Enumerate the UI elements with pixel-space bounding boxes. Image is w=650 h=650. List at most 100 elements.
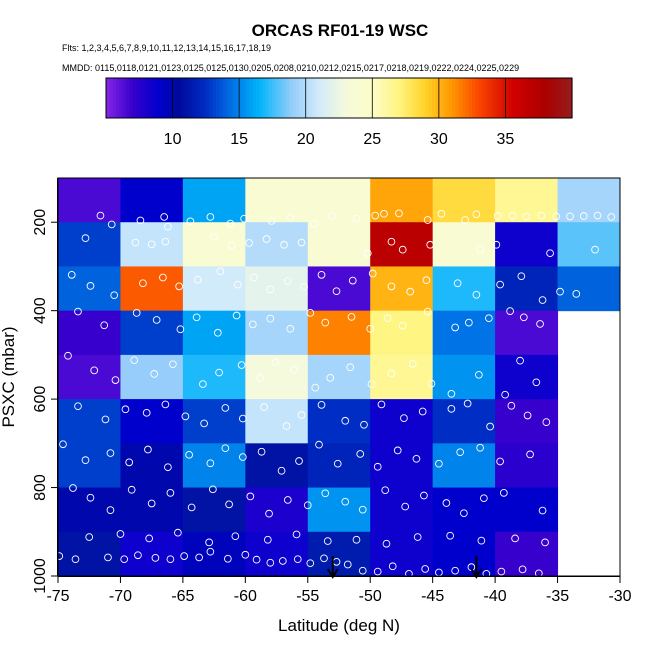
sample-point bbox=[447, 404, 456, 413]
sample-point bbox=[266, 558, 275, 567]
colorbar-segment bbox=[358, 78, 363, 118]
heatmap-cell bbox=[58, 178, 121, 223]
sample-point bbox=[86, 493, 95, 502]
sample-point bbox=[132, 309, 141, 317]
heatmap-cell bbox=[120, 178, 184, 223]
sample-point bbox=[266, 314, 275, 323]
colorbar-segment bbox=[475, 78, 480, 118]
sample-point bbox=[508, 211, 517, 220]
heatmap-cell bbox=[495, 354, 559, 400]
colorbar-segment bbox=[375, 78, 380, 118]
heatmap-cell bbox=[120, 222, 184, 267]
colorbar-segment bbox=[532, 78, 536, 118]
sample-point bbox=[145, 534, 154, 543]
heatmap-cell bbox=[182, 266, 246, 312]
colorbar-segment bbox=[482, 78, 487, 118]
colorbar-segment bbox=[462, 78, 467, 118]
sample-point bbox=[526, 450, 534, 459]
sample-point bbox=[500, 489, 508, 497]
sample-point bbox=[90, 366, 99, 375]
heatmap-cell bbox=[432, 354, 496, 400]
sample-point bbox=[482, 569, 491, 578]
colorbar-segment bbox=[368, 78, 373, 118]
heatmap-cell bbox=[120, 310, 184, 356]
sample-point bbox=[164, 222, 172, 231]
colorbar-segment bbox=[169, 78, 174, 118]
sample-point bbox=[381, 486, 390, 495]
sample-point bbox=[144, 445, 152, 454]
colorbar-segment bbox=[455, 78, 460, 118]
x-tick-label: -70 bbox=[109, 588, 132, 605]
heatmap-cell bbox=[245, 487, 309, 533]
sample-point bbox=[352, 214, 361, 223]
heatmap-cell bbox=[370, 531, 434, 577]
sample-point bbox=[238, 453, 247, 461]
sample-point bbox=[538, 506, 547, 515]
colorbar-segment bbox=[438, 78, 443, 118]
colorbar-segment bbox=[339, 78, 343, 118]
sample-point bbox=[456, 448, 464, 457]
sample-point bbox=[120, 555, 129, 564]
colorbar-segment bbox=[192, 78, 197, 118]
sample-point bbox=[297, 411, 306, 419]
sample-point bbox=[442, 499, 451, 507]
sample-point bbox=[147, 240, 156, 249]
colorbar-segment bbox=[319, 78, 323, 118]
colorbar-segment bbox=[552, 78, 556, 118]
heatmap-cell bbox=[370, 443, 434, 489]
sample-point bbox=[85, 533, 94, 541]
colorbar-segment bbox=[472, 78, 477, 118]
x-axis-label: Latitude (deg N) bbox=[278, 616, 400, 635]
sample-point bbox=[556, 287, 564, 296]
heatmap-cell bbox=[495, 399, 559, 444]
sample-point bbox=[486, 422, 494, 431]
heatmap-cell bbox=[307, 487, 371, 533]
sample-point bbox=[485, 314, 493, 323]
sample-point bbox=[221, 444, 230, 453]
sample-point bbox=[192, 313, 201, 322]
colorbar-segment bbox=[149, 78, 154, 118]
sample-point bbox=[86, 282, 95, 290]
sample-point bbox=[271, 358, 280, 367]
heatmap-cell bbox=[182, 531, 246, 577]
heatmap-cell bbox=[58, 310, 121, 356]
sample-point bbox=[69, 484, 77, 492]
heatmap-cell bbox=[370, 222, 434, 267]
sample-point bbox=[333, 459, 342, 468]
sample-point bbox=[348, 276, 357, 285]
colorbar-segment bbox=[415, 78, 420, 118]
sample-point bbox=[352, 535, 361, 544]
colorbar-tick-label: 15 bbox=[230, 131, 248, 148]
colorbar-segment bbox=[555, 78, 560, 118]
colorbar-segment bbox=[162, 78, 167, 118]
dates-line: MMDD: 0115,0118,0121,0123,0125,0125,0130… bbox=[62, 63, 519, 73]
colorbar-segment bbox=[535, 78, 540, 118]
colorbar-segment bbox=[285, 78, 290, 118]
sample-point bbox=[199, 380, 207, 388]
sample-point bbox=[185, 450, 193, 459]
sample-point bbox=[387, 282, 396, 291]
sample-point bbox=[238, 414, 247, 423]
sample-point bbox=[125, 458, 134, 467]
sample-point bbox=[233, 280, 242, 289]
colorbar-segment bbox=[305, 78, 310, 118]
y-tick-label: 200 bbox=[32, 209, 49, 236]
sample-point bbox=[164, 463, 172, 472]
sample-point bbox=[282, 422, 291, 430]
heatmap-cell bbox=[58, 222, 121, 267]
colorbar-segment bbox=[518, 78, 523, 118]
sample-point bbox=[265, 509, 273, 518]
colorbar-tick-label: 10 bbox=[164, 131, 182, 148]
sample-point bbox=[106, 506, 115, 514]
sample-point bbox=[293, 555, 302, 564]
sample-point bbox=[363, 249, 372, 258]
colorbar-segment bbox=[335, 78, 340, 118]
sample-point bbox=[266, 285, 275, 294]
sample-point bbox=[81, 234, 90, 242]
sample-point bbox=[437, 209, 446, 218]
colorbar-segment bbox=[262, 78, 267, 118]
sample-point bbox=[290, 365, 298, 374]
sample-point bbox=[476, 443, 484, 452]
sample-point bbox=[226, 219, 235, 228]
sample-point bbox=[523, 411, 532, 420]
